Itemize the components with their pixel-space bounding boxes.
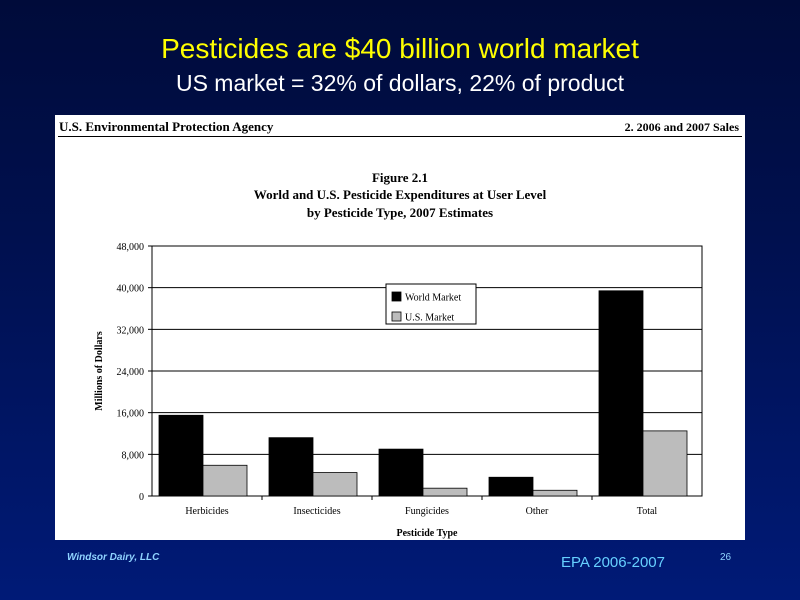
y-tick-label: 8,000 — [122, 450, 145, 461]
figure-number: Figure 2.1 — [371, 170, 429, 185]
bar-u-s-market-total — [642, 430, 688, 497]
y-tick-label: 32,000 — [117, 325, 145, 336]
y-tick-label: 40,000 — [117, 284, 145, 295]
bar-world-market-fungicides — [378, 448, 424, 497]
bar-u-s-market-fungicides — [422, 487, 468, 497]
figure-header-agency: U.S. Environmental Protection Agency — [59, 119, 274, 134]
x-tick-label: Herbicides — [185, 506, 228, 517]
x-tick-label: Total — [637, 506, 658, 517]
bar-chart: 0 8,000 16,000 24,000 32,000 40,000 48,000 Herb… — [94, 242, 703, 539]
legend-label: U.S. Market — [405, 313, 454, 324]
footer-source: EPA 2006-2007 — [561, 554, 665, 571]
footer-company: Windsor Dairy, LLC — [67, 552, 160, 563]
legend-swatch — [391, 291, 402, 302]
x-tick-label: Other — [526, 506, 549, 517]
page-number: 26 — [720, 552, 732, 563]
y-tick-label: 0 — [139, 492, 144, 503]
slide-title: Pesticides are $40 billion world market — [161, 33, 639, 64]
x-axis-label: Pesticide Type — [396, 528, 458, 539]
figure-title-line2: by Pesticide Type, 2007 Estimates — [306, 205, 494, 220]
x-tick-label: Insecticides — [293, 506, 340, 517]
bar-world-market-total — [598, 290, 644, 497]
figure-header-section: 2. 2006 and 2007 Sales — [624, 120, 739, 134]
y-tick-label: 48,000 — [117, 242, 145, 253]
figure-title-line1: World and U.S. Pesticide Expenditures at… — [253, 187, 547, 202]
bar-world-market-insecticides — [268, 437, 314, 497]
y-axis-label: Millions of Dollars — [94, 331, 105, 411]
y-tick-label: 16,000 — [117, 409, 145, 420]
bar-u-s-market-other — [532, 489, 578, 497]
bar-u-s-market-insecticides — [312, 472, 358, 497]
legend-label: World Market — [405, 293, 461, 304]
y-tick-label: 24,000 — [117, 367, 145, 378]
header-divider — [58, 136, 742, 137]
figure-panel: U.S. Environmental Protection Agency 2. … — [55, 115, 745, 540]
bar-world-market-herbicides — [158, 414, 204, 497]
bar-u-s-market-herbicides — [202, 464, 248, 497]
legend-swatch — [391, 311, 402, 322]
slide-subtitle: US market = 32% of dollars, 22% of produ… — [175, 70, 625, 96]
x-tick-label: Fungicides — [405, 506, 449, 517]
bar-world-market-other — [488, 476, 534, 497]
